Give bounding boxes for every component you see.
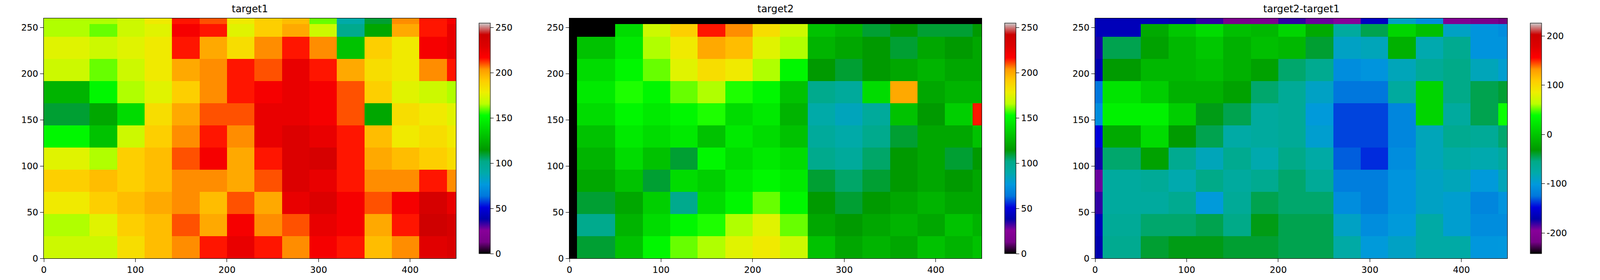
svg-text:100: 100: [495, 157, 513, 169]
svg-text:100: 100: [546, 160, 564, 171]
svg-text:300: 300: [1361, 264, 1379, 275]
svg-text:100: 100: [126, 264, 144, 275]
svg-text:50: 50: [26, 206, 39, 218]
svg-text:150: 150: [1072, 114, 1090, 125]
svg-text:100: 100: [1546, 79, 1564, 90]
svg-text:200: 200: [1072, 68, 1090, 79]
svg-text:target1: target1: [231, 3, 269, 15]
svg-text:0: 0: [40, 264, 47, 275]
svg-text:0: 0: [1546, 129, 1553, 140]
svg-text:200: 200: [1546, 30, 1564, 41]
svg-text:200: 200: [218, 264, 236, 275]
svg-text:0: 0: [566, 264, 573, 275]
svg-text:300: 300: [309, 264, 327, 275]
svg-text:200: 200: [744, 264, 762, 275]
svg-text:150: 150: [1021, 112, 1039, 123]
svg-text:400: 400: [927, 264, 945, 275]
svg-text:400: 400: [1453, 264, 1471, 275]
svg-text:0: 0: [32, 252, 39, 264]
svg-text:250: 250: [1072, 22, 1090, 33]
svg-text:200: 200: [21, 68, 39, 79]
svg-text:100: 100: [1072, 160, 1090, 171]
svg-text:400: 400: [401, 264, 419, 275]
svg-text:250: 250: [546, 22, 564, 33]
svg-text:300: 300: [835, 264, 853, 275]
svg-text:50: 50: [1021, 203, 1033, 214]
svg-text:100: 100: [1021, 157, 1039, 169]
svg-text:0: 0: [558, 252, 564, 264]
svg-text:200: 200: [1269, 264, 1287, 275]
svg-text:100: 100: [1177, 264, 1195, 275]
svg-text:target2-target1: target2-target1: [1263, 3, 1340, 15]
svg-text:0: 0: [1083, 252, 1090, 264]
svg-text:50: 50: [552, 206, 564, 218]
svg-text:150: 150: [21, 114, 39, 125]
svg-text:200: 200: [546, 68, 564, 79]
svg-text:250: 250: [21, 22, 39, 33]
svg-text:100: 100: [652, 264, 670, 275]
svg-text:-200: -200: [1546, 227, 1568, 238]
svg-text:50: 50: [495, 203, 507, 214]
svg-text:150: 150: [546, 114, 564, 125]
svg-text:250: 250: [1021, 22, 1039, 33]
svg-text:50: 50: [1078, 206, 1090, 218]
svg-text:target2: target2: [757, 3, 794, 15]
svg-text:0: 0: [1092, 264, 1098, 275]
svg-text:0: 0: [495, 248, 502, 259]
svg-text:200: 200: [1021, 67, 1039, 78]
svg-text:250: 250: [495, 22, 513, 33]
svg-text:150: 150: [495, 112, 513, 123]
svg-text:200: 200: [495, 67, 513, 78]
svg-text:100: 100: [21, 160, 39, 171]
svg-text:0: 0: [1021, 248, 1027, 259]
svg-text:-100: -100: [1546, 178, 1568, 189]
